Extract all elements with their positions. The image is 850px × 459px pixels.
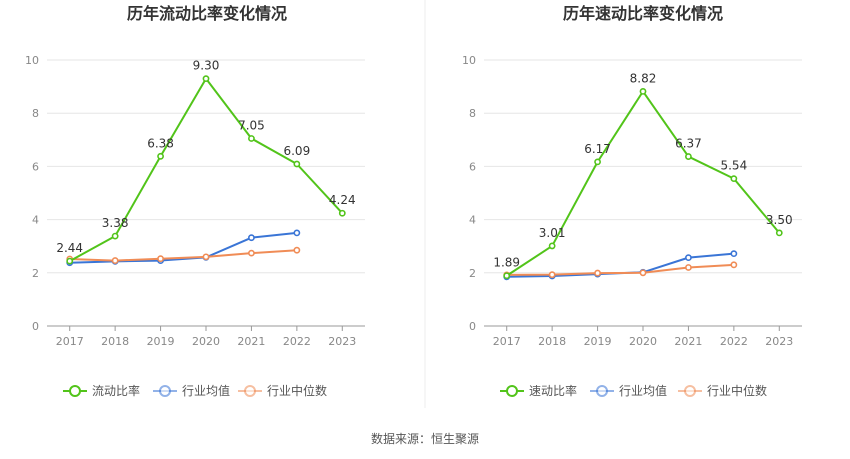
chart-title: 历年流动比率变化情况 (127, 4, 287, 23)
data-label: 2.44 (56, 241, 83, 255)
legend-label: 行业均值 (619, 383, 667, 398)
data-label: 3.01 (539, 226, 566, 240)
data-label: 5.54 (720, 159, 747, 173)
x-tick-label: 2022 (283, 335, 311, 348)
chart-quick-ratio: 历年速动比率变化情况 0 2 4 6 8 10 2017 2018 2019 2020 2021 202… (462, 4, 802, 398)
x-tick-label: 2023 (328, 335, 356, 348)
y-tick-label: 2 (32, 267, 39, 280)
data-point (202, 253, 210, 261)
legend-marker (684, 385, 696, 397)
data-point (293, 229, 301, 237)
y-tick-label: 10 (25, 54, 39, 67)
x-tick-label: 2023 (765, 335, 793, 348)
data-point (293, 160, 301, 168)
legend-label: 行业均值 (182, 383, 230, 398)
x-tick-label: 2021 (674, 335, 702, 348)
series-line-0 (69, 77, 344, 262)
data-point (730, 261, 738, 269)
data-label: 8.82 (630, 71, 657, 85)
data-point (202, 75, 210, 83)
data-point (639, 269, 647, 277)
legend-marker (69, 385, 81, 397)
y-tick-label: 6 (32, 160, 39, 173)
x-tick-label: 2019 (584, 335, 612, 348)
data-point (775, 229, 783, 237)
data-point (503, 272, 511, 280)
data-point (730, 250, 738, 258)
data-point (111, 232, 119, 240)
x-tick-label: 2021 (237, 335, 265, 348)
data-label: 3.50 (766, 213, 793, 227)
data-point (685, 264, 692, 271)
y-tick-label: 6 (469, 160, 476, 173)
series-line-2 (69, 249, 297, 262)
data-point (157, 255, 164, 263)
legend-marker (506, 385, 518, 397)
data-label: 6.09 (283, 144, 310, 158)
x-tick-label: 2022 (720, 335, 748, 348)
data-label: 4.24 (329, 193, 356, 207)
data-point (594, 269, 601, 277)
data-point (66, 257, 74, 265)
y-tick-label: 4 (469, 214, 476, 227)
y-tick-label: 0 (469, 320, 476, 333)
data-point (157, 152, 164, 160)
data-label: 3.38 (102, 216, 129, 230)
legend-label: 速动比率 (529, 383, 577, 398)
legend-item: 行业均值 (153, 383, 230, 398)
legend-label: 行业中位数 (707, 383, 767, 398)
source-note: 数据来源：恒生聚源 (370, 432, 479, 446)
data-point (548, 242, 556, 250)
data-point (730, 175, 738, 183)
data-point (639, 87, 647, 95)
data-point (248, 249, 255, 257)
legend-marker (244, 385, 256, 397)
x-tick-label: 2017 (56, 335, 84, 348)
data-point (293, 246, 301, 254)
data-point (685, 153, 692, 160)
y-tick-label: 8 (469, 107, 476, 120)
legend-marker (596, 385, 608, 397)
data-point (594, 158, 601, 166)
data-point (111, 257, 119, 264)
data-point (685, 254, 692, 262)
series-line-1 (69, 231, 297, 264)
data-label: 7.05 (238, 118, 265, 132)
data-label: 6.38 (147, 136, 174, 150)
legend-item: 行业中位数 (678, 383, 767, 398)
legend-item: 速动比率 (500, 383, 577, 398)
data-point (548, 271, 556, 279)
data-point (338, 209, 346, 217)
legend-label: 流动比率 (92, 383, 140, 398)
data-point (248, 234, 255, 242)
legend-item: 流动比率 (63, 383, 140, 398)
y-tick-label: 2 (469, 267, 476, 280)
y-tick-label: 4 (32, 214, 39, 227)
x-tick-label: 2017 (493, 335, 521, 348)
legend-item: 行业均值 (590, 383, 667, 398)
series-line-0 (506, 90, 781, 277)
chart-title: 历年速动比率变化情况 (563, 4, 723, 23)
legend-item: 行业中位数 (238, 383, 327, 398)
data-label: 1.89 (493, 256, 520, 270)
data-label: 6.37 (675, 137, 702, 151)
legend-marker (159, 385, 171, 397)
data-label: 9.30 (193, 59, 220, 73)
legend-label: 行业中位数 (267, 383, 327, 398)
x-tick-label: 2020 (192, 335, 220, 348)
y-tick-label: 8 (32, 107, 39, 120)
y-tick-label: 0 (32, 320, 39, 333)
x-tick-label: 2020 (629, 335, 657, 348)
x-tick-label: 2018 (101, 335, 129, 348)
data-label: 6.17 (584, 142, 611, 156)
series-line-2 (506, 263, 734, 276)
x-tick-label: 2019 (147, 335, 175, 348)
y-tick-label: 10 (462, 54, 476, 67)
chart-current-ratio: 历年流动比率变化情况 0 2 4 6 8 10 2017 2018 2019 2020 2021 202… (25, 4, 365, 398)
data-point (248, 135, 255, 142)
x-tick-label: 2018 (538, 335, 566, 348)
